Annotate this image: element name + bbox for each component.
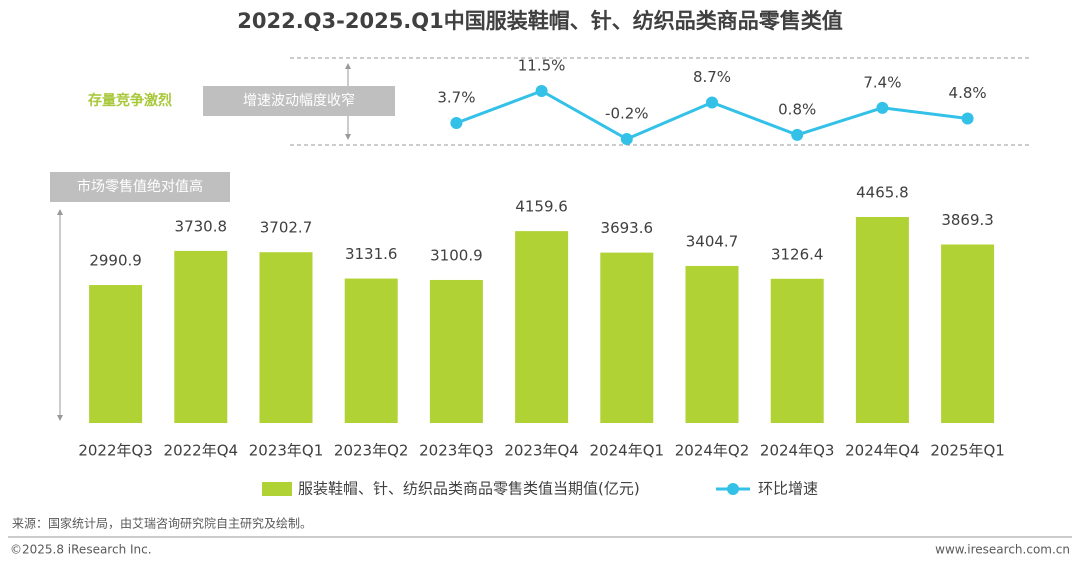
- x-tick-label: 2024年Q2: [675, 442, 750, 460]
- bar: [770, 278, 824, 423]
- bar: [344, 278, 398, 423]
- bar: [89, 285, 143, 423]
- data-label: 3404.7: [686, 232, 739, 250]
- data-label: 8.7%: [693, 68, 731, 86]
- data-label: 2990.9: [89, 252, 142, 270]
- chart-title: 2022.Q3-2025.Q1中国服装鞋帽、针、纺织品类商品零售类值: [237, 9, 843, 33]
- annotation: 增速波动幅度收窄: [243, 92, 355, 109]
- x-tick-label: 2022年Q4: [164, 442, 239, 460]
- source: 来源：国家统计局，由艾瑞咨询研究院自主研究及绘制。: [12, 516, 312, 531]
- data-label: 3126.4: [771, 245, 824, 263]
- annotation: 市场零售值绝对值高: [77, 178, 203, 195]
- data-label: 3869.3: [941, 211, 994, 229]
- x-tick-label: 2023年Q2: [334, 442, 409, 460]
- x-tick-label: 2024年Q3: [760, 442, 835, 460]
- annotation-box: [50, 172, 230, 202]
- copyright: ©2025.8 iResearch Inc.: [10, 543, 152, 557]
- bar: [259, 252, 313, 423]
- data-label: 11.5%: [518, 57, 566, 75]
- bar: [600, 252, 654, 423]
- legend-swatch: [262, 482, 292, 496]
- line-marker: [535, 85, 548, 97]
- data-label: 4159.6: [515, 198, 568, 216]
- x-tick-label: 2023年Q3: [419, 442, 494, 460]
- data-label: 4465.8: [856, 184, 909, 202]
- bar: [174, 250, 228, 423]
- line-marker: [876, 101, 889, 114]
- bar: [855, 217, 909, 423]
- x-tick-label: 2024年Q1: [590, 442, 665, 460]
- bar: [515, 231, 569, 423]
- data-label: 3.7%: [437, 89, 475, 107]
- data-label: 3100.9: [430, 246, 483, 264]
- data-label: 3730.8: [175, 217, 228, 235]
- annotation: 存量竞争激烈: [88, 92, 172, 109]
- data-label: 3131.6: [345, 245, 398, 263]
- data-label: 3693.6: [601, 219, 654, 237]
- line-marker: [791, 128, 804, 141]
- x-tick-label: 2023年Q4: [504, 442, 579, 460]
- line-marker: [450, 117, 463, 129]
- legend-label: 环比增速: [758, 480, 818, 498]
- bar: [429, 279, 483, 423]
- data-label: 7.4%: [863, 73, 901, 91]
- x-tick-label: 2025年Q1: [930, 442, 1005, 460]
- line-marker: [620, 133, 633, 145]
- data-label: 0.8%: [778, 100, 816, 118]
- bar: [685, 265, 739, 423]
- x-tick-label: 2024年Q4: [845, 442, 920, 460]
- legend-label: 服装鞋帽、针、纺织品类商品零售类值当期值(亿元): [298, 480, 640, 498]
- x-tick-label: 2022年Q3: [78, 442, 153, 460]
- bar: [941, 244, 995, 423]
- data-label: -0.2%: [605, 105, 649, 123]
- legend-swatch: [727, 483, 739, 495]
- line-marker: [961, 112, 974, 125]
- annotation-box: [203, 86, 395, 116]
- website: www.iresearch.com.cn: [935, 543, 1070, 557]
- data-label: 3702.7: [260, 219, 313, 237]
- line-marker: [706, 96, 718, 109]
- data-label: 4.8%: [949, 84, 987, 102]
- x-tick-label: 2023年Q1: [249, 442, 324, 460]
